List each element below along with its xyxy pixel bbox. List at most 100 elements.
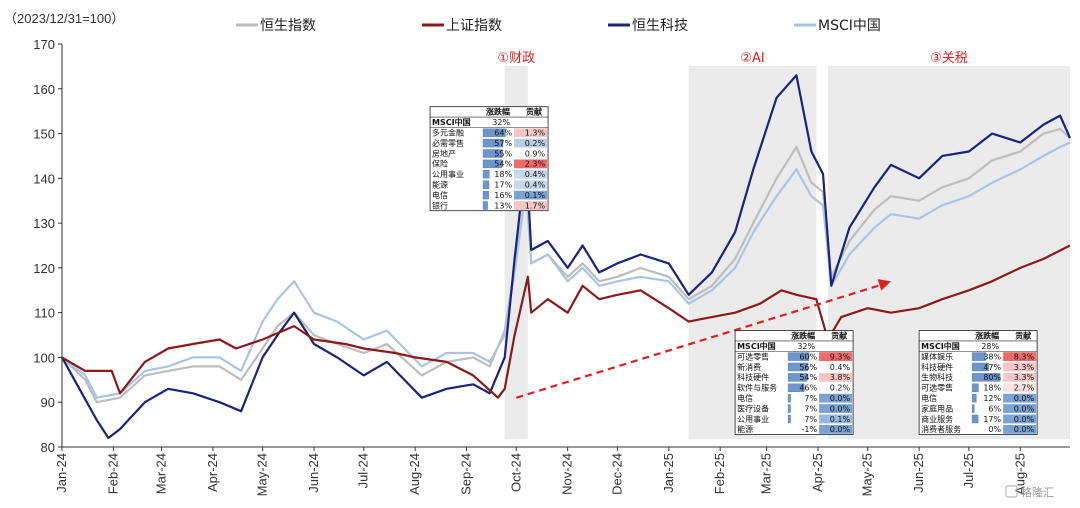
legend-label-2: 上证指数 (446, 18, 502, 34)
table-row-change: 80% (983, 373, 1001, 382)
table-row-contrib: 0.0% (1014, 415, 1035, 424)
contrib-cell (819, 393, 853, 403)
series-line-4 (61, 141, 1071, 399)
table-header-contrib: 贡献 (831, 331, 847, 341)
y-tick-label: 100 (33, 350, 55, 365)
table-row-change: 16% (494, 191, 512, 200)
change-bar (787, 393, 791, 403)
table-row-change: 7% (804, 415, 817, 424)
contrib-cell (1003, 372, 1037, 382)
table-row-name: 保险 (432, 159, 448, 169)
trend-arrowhead-icon (877, 279, 891, 291)
table-row-contrib: 9.3% (830, 352, 851, 361)
table-row-name: 银行 (432, 200, 448, 210)
table-header-contrib: 贡献 (526, 107, 542, 117)
legend-label-1: 恒生指数 (260, 18, 316, 34)
contrib-cell (819, 424, 853, 434)
table-row-change: 47% (983, 363, 1001, 372)
series-line-1 (61, 128, 1071, 404)
table-row-name: 公用事业 (737, 414, 769, 424)
table-row-change: 18% (983, 384, 1001, 393)
table-row-name: 消费者服务 (921, 424, 961, 434)
table-row-contrib: 0.2% (830, 384, 851, 393)
table-row-name: 家庭用品 (921, 403, 953, 413)
change-bar (482, 149, 503, 158)
contribution-table-3: 涨跌幅 贡献 MSCI中国 28% 媒体娱乐 38% 8.3% 科技硬件 47% 3.3% 生物科技… (918, 330, 1038, 435)
table-row-name: 软件与服务 (737, 383, 777, 393)
series-layer (61, 74, 1072, 440)
change-bar (482, 180, 490, 189)
change-bar (971, 404, 975, 413)
y-tick-label: 110 (34, 306, 55, 321)
contribution-table-1: 涨跌幅 贡献 MSCI中国 32% 多元金融 64% 1.3% 必需零售 57% 0.2% 房地产 5… (429, 106, 549, 212)
table-row-contrib: 3.3% (1014, 363, 1035, 372)
contrib-cell (514, 159, 548, 169)
x-tick-label: May-24 (255, 453, 270, 496)
table-row-name: 科技硬件 (737, 372, 769, 382)
table-row-name: 房地产 (432, 148, 456, 158)
contrib-cell (514, 190, 548, 200)
contrib-cell (819, 362, 853, 372)
contrib-cell (514, 169, 548, 179)
table-row-contrib: 8.3% (1014, 352, 1035, 361)
y-tick-label: 150 (33, 127, 55, 142)
table-row-change: 60% (799, 352, 817, 361)
contrib-cell (514, 180, 548, 190)
x-tick-label: Feb-24 (105, 453, 120, 494)
table-row-contrib: 0.0% (1014, 425, 1035, 434)
y-tick-label: 120 (33, 261, 55, 276)
table-row-change: 18% (494, 170, 512, 179)
table-row-contrib: 0.9% (525, 149, 546, 158)
y-tick-label: 80 (41, 440, 55, 455)
x-tick-label: Apr-25 (810, 453, 825, 492)
contrib-cell (1003, 383, 1037, 393)
table-row-contrib: 0.0% (830, 394, 851, 403)
change-bar (971, 393, 977, 403)
x-tick-label: Jan-24 (54, 453, 69, 493)
change-bar (482, 128, 506, 137)
table-row-name: 媒体娱乐 (921, 351, 953, 361)
table-row-contrib: 0.0% (1014, 394, 1035, 403)
change-bar (482, 190, 489, 200)
table-row-change: 13% (494, 201, 512, 210)
legend: 恒生指数 上证指数 恒生科技 MSCI中国 (236, 18, 881, 34)
x-tick-label: May-25 (860, 453, 875, 496)
change-bar (971, 362, 989, 372)
y-tick-label: 130 (33, 216, 55, 231)
contrib-cell (1003, 393, 1037, 403)
table-row-change: 0% (988, 425, 1001, 434)
table-row-name: 公用事业 (432, 169, 464, 179)
watermark: 格隆汇 (1005, 485, 1054, 499)
change-bar (787, 414, 791, 424)
table-row-change: 64% (494, 128, 512, 137)
contrib-cell (1003, 424, 1037, 434)
x-tick-label: Mar-24 (153, 453, 168, 494)
change-bar (787, 373, 808, 382)
x-tick-label: Nov-24 (560, 453, 575, 495)
legend-label-4: MSCI中国 (818, 18, 881, 34)
contrib-cell (1003, 414, 1037, 424)
table-row-contrib: 1.3% (525, 128, 546, 137)
table-row-name: 必需零售 (432, 138, 464, 148)
unit-note: （2023/12/31=100） (4, 11, 124, 26)
table-row-contrib: 2.3% (525, 160, 546, 169)
trend-arrow-layer (515, 279, 891, 399)
change-bar (482, 159, 503, 169)
table-row-name: 多元金融 (432, 127, 464, 137)
change-bar (787, 362, 808, 372)
contrib-cell (819, 372, 853, 382)
contrib-cell (514, 201, 548, 210)
table-row-change: 55% (494, 149, 512, 158)
series-line-2 (61, 244, 1071, 399)
x-tick-label: Aug-24 (407, 453, 422, 495)
table-row-name: 电信 (737, 393, 753, 403)
table-row-change: 56% (799, 363, 817, 372)
table-row-contrib: 0.2% (525, 139, 546, 148)
contrib-cell (819, 352, 853, 361)
table-header-contrib: 贡献 (1015, 331, 1031, 341)
table-row-change: 17% (983, 415, 1001, 424)
change-bar (971, 373, 1001, 382)
table-row-name: 能源 (432, 179, 448, 189)
